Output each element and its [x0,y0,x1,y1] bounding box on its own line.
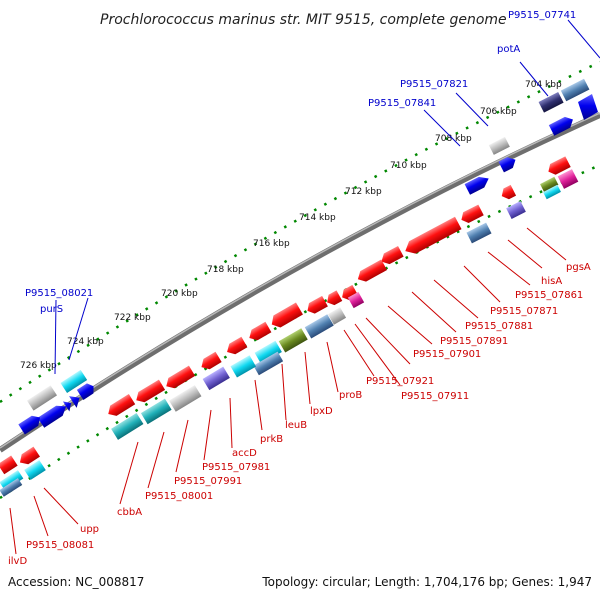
gene-label-P9515_07881[interactable]: P9515_07881 [465,321,533,332]
tick-label: 716 kbp [253,239,290,249]
tick-label: 710 kbp [390,161,427,171]
gene-block[interactable] [60,369,88,394]
forward-strand-genes [18,78,598,435]
gene-label-lpxD[interactable]: lpxD [310,406,333,417]
gene-label-potA[interactable]: potA [497,44,520,55]
gene-block[interactable] [111,412,144,440]
gene-arrow[interactable] [76,381,97,400]
gene-arrow[interactable] [548,114,576,136]
gene-block[interactable] [278,328,308,353]
gene-arrow[interactable] [17,446,40,468]
gene-label-P9515_07901[interactable]: P9515_07901 [413,349,481,360]
accession-text: Accession: NC_008817 [8,575,144,589]
gene-arrow[interactable] [578,94,598,120]
gene-label-P9515_07861[interactable]: P9515_07861 [515,290,583,301]
tick-label: 714 kbp [299,213,336,223]
gene-block[interactable] [557,169,579,189]
tick-label: 712 kbp [345,187,382,197]
gene-arrow[interactable] [37,401,70,428]
tick-label: 706 kbp [480,107,517,117]
gene-arrow[interactable] [18,412,43,435]
gene-label-upp[interactable]: upp [80,524,99,535]
gene-label-P9515_07911[interactable]: P9515_07911 [401,391,469,402]
gene-arrow[interactable] [246,321,272,343]
kbp-tick-labels: 704 kbp 706 kbp 708 kbp 710 kbp 712 kbp … [20,80,562,371]
gene-arrow[interactable] [0,455,18,475]
gene-arrow[interactable] [198,351,222,373]
gene-block[interactable] [0,478,23,497]
gene-block[interactable] [24,460,46,480]
gene-label-cbbA[interactable]: cbbA [117,507,142,518]
gene-label-P9515_07741[interactable]: P9515_07741 [508,10,576,21]
gene-label-P9515_07871[interactable]: P9515_07871 [490,306,558,317]
tick-label: 722 kbp [114,313,151,323]
gene-label-P9515_07991[interactable]: P9515_07991 [174,476,242,487]
gene-label-ilvD[interactable]: ilvD [8,556,27,567]
gene-label-leuB[interactable]: leuB [285,420,307,431]
gene-arrow[interactable] [464,173,492,195]
gene-arrow[interactable] [224,336,248,357]
gene-block[interactable] [466,222,492,244]
gene-arrow[interactable] [379,246,404,267]
gene-block[interactable] [543,184,561,200]
bottom-label-connectors [9,227,567,555]
gene-label-P9515_08001[interactable]: P9515_08001 [145,491,213,502]
gene-block[interactable] [560,78,590,102]
gene-arrow[interactable] [305,295,328,316]
gene-arrow[interactable] [105,394,136,419]
map-title: Prochlorococcus marinus str. MIT 9515, c… [100,12,507,28]
gene-block[interactable] [230,355,257,378]
gene-block[interactable] [304,314,334,339]
genome-stats-text: Topology: circular; Length: 1,704,176 bp… [261,575,592,589]
gene-arrow[interactable] [324,290,343,307]
gene-label-hisA[interactable]: hisA [541,276,562,287]
gene-arrow[interactable] [163,365,196,392]
gene-arrow[interactable] [546,156,571,177]
gene-arrow[interactable] [355,259,388,284]
gene-block[interactable] [0,470,24,491]
gene-arrow[interactable] [133,379,166,406]
gene-block[interactable] [506,201,526,219]
gene-arrow[interactable] [498,154,518,173]
gene-label-prkB[interactable]: prkB [260,434,283,445]
gene-label-P9515_07921[interactable]: P9515_07921 [366,376,434,387]
gene-label-P9515_08081[interactable]: P9515_08081 [26,540,94,551]
gene-block[interactable] [202,366,230,391]
gene-label-P9515_07981[interactable]: P9515_07981 [202,462,270,473]
gene-arrow[interactable] [402,216,462,258]
gene-arrow[interactable] [268,302,303,330]
gene-block[interactable] [253,351,284,376]
gene-label-P9515_07891[interactable]: P9515_07891 [440,336,508,347]
tick-label: 726 kbp [20,361,57,371]
gene-block[interactable] [140,398,172,425]
gene-arrow[interactable] [459,204,484,226]
gene-arrow[interactable] [62,398,75,412]
gene-label-accD[interactable]: accD [232,448,257,459]
gene-block[interactable] [26,385,58,411]
reverse-strand-genes [0,156,579,497]
gene-label-P9515_08021[interactable]: P9515_08021 [25,288,93,299]
gene-block[interactable] [327,307,347,325]
gene-arrow[interactable] [69,392,83,408]
gene-label-purS[interactable]: purS [40,304,63,315]
gene-block[interactable] [540,176,559,193]
gene-label-P9515_07821[interactable]: P9515_07821 [400,79,468,90]
gene-block[interactable] [347,291,365,309]
tick-label: 724 kbp [67,337,104,347]
gene-block[interactable] [488,136,510,155]
tick-label: 720 kbp [161,289,198,299]
gene-label-proB[interactable]: proB [339,390,362,401]
gene-block[interactable] [538,91,564,113]
gene-label-P9515_07841[interactable]: P9515_07841 [368,98,436,109]
top-label-connectors [54,19,600,375]
tick-label: 704 kbp [525,80,562,90]
tick-label: 718 kbp [207,265,244,275]
gene-label-pgsA[interactable]: pgsA [566,262,591,273]
gene-block[interactable] [169,385,202,412]
gene-block[interactable] [254,340,282,365]
gene-arrow[interactable] [499,184,517,202]
